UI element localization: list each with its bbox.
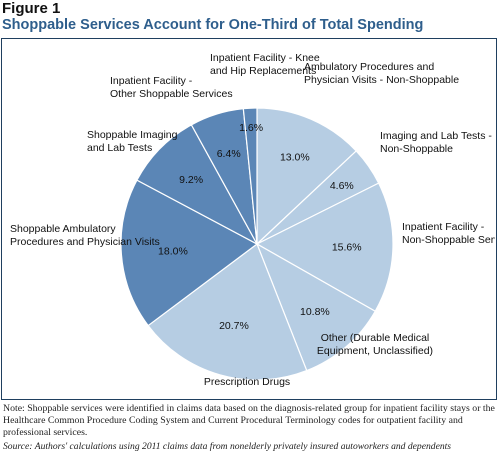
slice-category-label-7: Shoppable Imaging and Lab Tests <box>87 129 178 154</box>
slice-category-label-line: Inpatient Facility - <box>110 75 193 87</box>
slice-category-label-2: Imaging and Lab Tests -Non-Shoppable <box>380 130 492 155</box>
pie-slice-9 <box>242 107 258 245</box>
chart-frame: 13.0% 4.6% 15.6% 10.8% 20.7% 18.0% 9.2% 6.4% 1.6… <box>1 38 497 400</box>
pie-slice-3 <box>255 182 394 313</box>
slice-value-label-2: 4.6% <box>330 180 354 192</box>
slice-value-label-4: 10.8% <box>300 306 330 318</box>
slice-category-label-8: Inpatient Facility -Other Shoppable Serv… <box>110 75 233 100</box>
pie-slice-4 <box>255 242 377 372</box>
chart-title: Shoppable Services Account for One-Third… <box>2 17 424 33</box>
figure-label: Figure 1 <box>2 0 61 17</box>
slice-category-label-line: Equipment, Unclassified) <box>317 345 433 357</box>
slice-category-label-line: Shoppable Ambulatory <box>10 223 116 235</box>
chart-source: Source: Authors' calculations using 2011… <box>3 441 452 452</box>
slice-category-label-6: Shoppable Ambulatory Procedures and Physi… <box>10 223 160 248</box>
slice-value-label-1: 13.0% <box>280 152 310 164</box>
slice-category-label-4: Other (Durable Medical Equipment, Unclass… <box>317 332 433 357</box>
pie-chart: 13.0% 4.6% 15.6% 10.8% 20.7% 18.0% 9.2% 6.4% 1.6… <box>10 52 495 388</box>
slice-category-label-line: Shoppable Imaging <box>87 129 178 141</box>
slice-category-label-line: Imaging and Lab Tests - <box>380 130 492 142</box>
slice-category-label-line: Other Shoppable Services <box>110 88 233 100</box>
slice-value-label-6: 18.0% <box>158 245 188 257</box>
chart-note: Note: Shoppable services were identified… <box>3 403 495 439</box>
pie-slice-6 <box>120 179 259 327</box>
slice-category-label-line: Prescription Drugs <box>204 376 290 388</box>
slice-category-label-1: Ambulatory Procedures and Physician Visit… <box>304 61 459 86</box>
pie-slice-7 <box>136 124 259 246</box>
slice-category-label-line: Procedures and Physician Visits <box>10 236 160 248</box>
slice-value-label-8: 6.4% <box>217 148 241 160</box>
slice-category-label-5: Prescription Drugs <box>204 376 290 388</box>
slice-category-label-3: Inpatient Facility -Non-Shoppable Servic… <box>402 221 495 246</box>
slice-category-label-line: Physician Visits - Non-Shoppable <box>304 74 459 86</box>
slice-value-label-7: 9.2% <box>179 174 203 186</box>
slice-category-label-line: Non-Shoppable Services <box>402 234 495 246</box>
slice-value-label-5: 20.7% <box>219 320 249 332</box>
slice-category-label-line: and Hip Replacements <box>210 65 316 77</box>
slice-category-label-line: Inpatient Facility - Knee <box>210 52 320 64</box>
slice-category-label-line: Other (Durable Medical <box>321 332 430 344</box>
slice-category-label-line: and Lab Tests <box>87 142 152 154</box>
slice-category-label-line: Non-Shoppable <box>380 143 453 155</box>
slice-value-label-3: 15.6% <box>332 241 362 253</box>
pie-slice-5 <box>147 243 308 381</box>
slice-category-label-line: Ambulatory Procedures and <box>304 61 434 73</box>
slice-category-label-line: Inpatient Facility - <box>402 221 485 233</box>
slice-category-label-9: Inpatient Facility - Knee and Hip Replace… <box>210 52 320 77</box>
slice-value-label-9: 1.6% <box>239 122 263 134</box>
pie-slice-1 <box>256 107 358 246</box>
